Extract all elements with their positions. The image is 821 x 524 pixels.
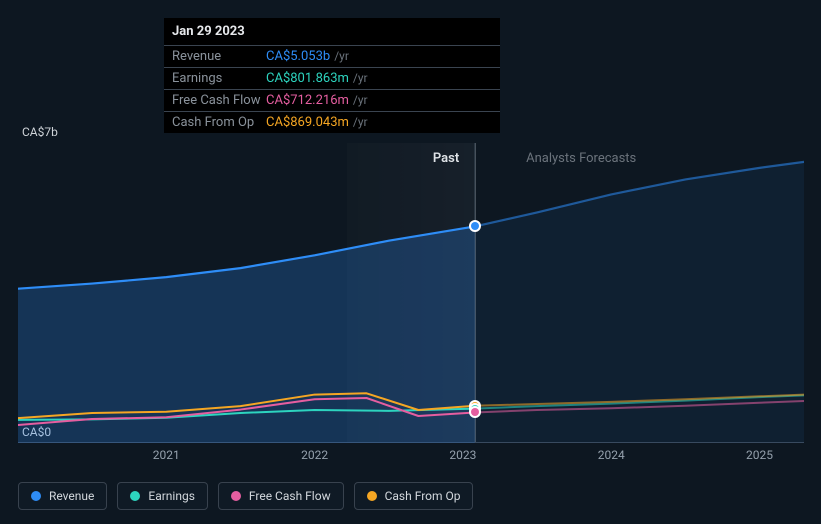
tooltip-row-value: CA$5.053b	[266, 49, 330, 64]
x-axis-tick: 2025	[746, 448, 773, 462]
chart-legend: Revenue Earnings Free Cash Flow Cash From O…	[18, 482, 473, 510]
tooltip-row-unit: /yr	[353, 71, 368, 85]
tooltip-row-value: CA$712.216m	[266, 93, 349, 108]
legend-label: Revenue	[49, 489, 94, 503]
financials-chart-panel: Jan 29 2023 RevenueCA$5.053b/yrEarningsC…	[0, 0, 821, 524]
tooltip-row: Free Cash FlowCA$712.216m/yr	[164, 90, 500, 112]
tooltip-row-value: CA$801.863m	[266, 71, 349, 86]
legend-item[interactable]: Earnings	[117, 482, 208, 510]
x-axis-tick: 2023	[449, 448, 476, 462]
legend-label: Earnings	[148, 489, 195, 503]
legend-item[interactable]: Revenue	[18, 482, 107, 510]
tooltip-row: RevenueCA$5.053b/yr	[164, 46, 500, 68]
tooltip-row-unit: /yr	[353, 93, 368, 107]
tooltip-row-label: Free Cash Flow	[172, 93, 266, 108]
tooltip-row-label: Cash From Op	[172, 115, 266, 130]
tooltip-row-unit: /yr	[334, 49, 349, 63]
legend-dot-icon	[31, 491, 41, 501]
x-axis-tick: 2021	[153, 448, 180, 462]
tooltip-row-value: CA$869.043m	[266, 115, 349, 130]
tooltip-row: Cash From OpCA$869.043m/yr	[164, 112, 500, 133]
chart-tooltip: Jan 29 2023 RevenueCA$5.053b/yrEarningsC…	[164, 18, 500, 133]
tooltip-row-label: Earnings	[172, 71, 266, 86]
region-label-past: Past	[433, 151, 459, 166]
chart-marker	[471, 222, 479, 230]
legend-dot-icon	[231, 491, 241, 501]
tooltip-row-unit: /yr	[353, 115, 368, 129]
x-axis-tick: 2024	[598, 448, 625, 462]
chart-marker	[471, 408, 479, 416]
x-axis-ticks: 2021 2022 2023 2024 2025	[18, 448, 804, 462]
chart-plot-area[interactable]: Past Analysts Forecasts	[18, 143, 804, 443]
tooltip-date: Jan 29 2023	[164, 18, 500, 46]
tooltip-row: EarningsCA$801.863m/yr	[164, 68, 500, 90]
legend-item[interactable]: Free Cash Flow	[218, 482, 344, 510]
legend-item[interactable]: Cash From Op	[354, 482, 474, 510]
legend-dot-icon	[130, 491, 140, 501]
chart-svg	[18, 143, 804, 443]
tooltip-row-label: Revenue	[172, 49, 266, 64]
legend-label: Free Cash Flow	[249, 489, 331, 503]
region-label-forecast: Analysts Forecasts	[526, 151, 636, 166]
x-axis-tick: 2022	[301, 448, 328, 462]
legend-dot-icon	[367, 491, 377, 501]
legend-label: Cash From Op	[385, 489, 461, 503]
y-axis-max-label: CA$7b	[22, 125, 58, 139]
